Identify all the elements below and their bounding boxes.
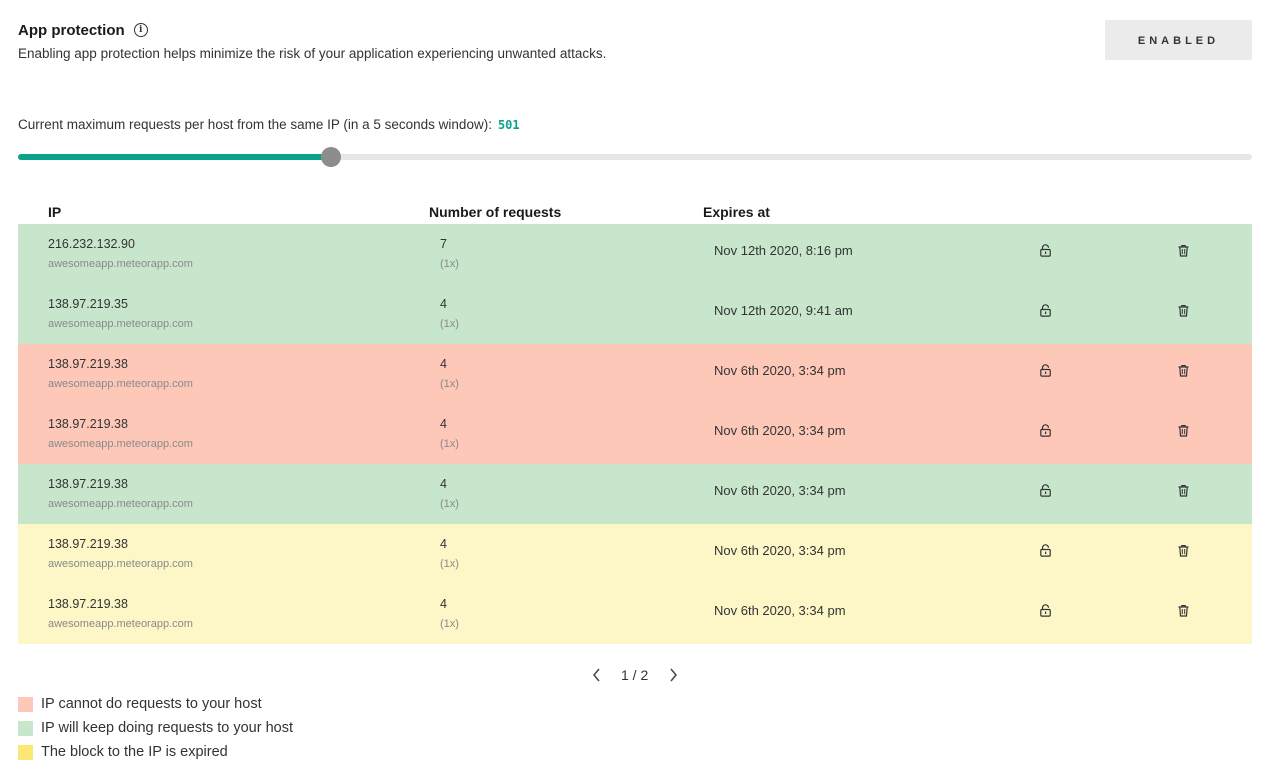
request-multiplier: (1x) bbox=[440, 618, 459, 630]
request-multiplier: (1x) bbox=[440, 558, 459, 570]
request-count: 4 bbox=[440, 537, 447, 551]
expires-at: Nov 6th 2020, 3:34 pm bbox=[714, 423, 846, 438]
pagination: 1 / 2 bbox=[0, 664, 1262, 688]
table-row: 138.97.219.35 awesomeapp.meteorapp.com 4 (1… bbox=[18, 284, 1252, 344]
trash-icon[interactable] bbox=[1174, 301, 1192, 319]
column-header-expires: Expires at bbox=[703, 204, 770, 220]
unlock-icon[interactable] bbox=[1036, 541, 1054, 559]
max-requests-label: Current maximum requests per host from t… bbox=[18, 117, 520, 132]
page-title: App protection bbox=[18, 21, 125, 39]
legend-item-allowed: IP will keep doing requests to your host bbox=[18, 716, 293, 740]
legend-swatch bbox=[18, 720, 33, 736]
page-indicator: 1 / 2 bbox=[621, 667, 649, 683]
trash-icon[interactable] bbox=[1174, 421, 1192, 439]
column-header-requests: Number of requests bbox=[429, 204, 562, 220]
expires-at: Nov 6th 2020, 3:34 pm bbox=[714, 483, 846, 498]
table-row: 216.232.132.90 awesomeapp.meteorapp.com 7 (… bbox=[18, 224, 1252, 284]
status-legend: IP cannot do requests to your host IP wi… bbox=[18, 692, 293, 764]
request-count: 7 bbox=[440, 237, 447, 251]
trash-icon[interactable] bbox=[1174, 541, 1192, 559]
request-multiplier: (1x) bbox=[440, 378, 459, 390]
app-protection-header: App protection i Enabling app protection… bbox=[18, 20, 1252, 70]
ip-address: 138.97.219.38 bbox=[48, 537, 128, 551]
table-body: 216.232.132.90 awesomeapp.meteorapp.com 7 (… bbox=[18, 224, 1252, 644]
request-count: 4 bbox=[440, 477, 447, 491]
column-header-ip: IP bbox=[48, 204, 62, 220]
ip-address: 138.97.219.38 bbox=[48, 597, 128, 611]
request-count: 4 bbox=[440, 357, 447, 371]
legend-item-blocked: IP cannot do requests to your host bbox=[18, 692, 293, 716]
host-name: awesomeapp.meteorapp.com bbox=[48, 318, 193, 330]
ip-address: 216.232.132.90 bbox=[48, 237, 135, 251]
title-row: App protection i bbox=[18, 20, 1252, 40]
legend-label: The block to the IP is expired bbox=[41, 744, 228, 760]
request-multiplier: (1x) bbox=[440, 318, 459, 330]
trash-icon[interactable] bbox=[1174, 241, 1192, 259]
request-count: 4 bbox=[440, 417, 447, 431]
host-name: awesomeapp.meteorapp.com bbox=[48, 618, 193, 630]
trash-icon[interactable] bbox=[1174, 361, 1192, 379]
table-row: 138.97.219.38 awesomeapp.meteorapp.com 4 (1… bbox=[18, 524, 1252, 584]
host-name: awesomeapp.meteorapp.com bbox=[48, 558, 193, 570]
ip-address: 138.97.219.38 bbox=[48, 357, 128, 371]
legend-swatch bbox=[18, 696, 33, 712]
table-row: 138.97.219.38 awesomeapp.meteorapp.com 4 (1… bbox=[18, 404, 1252, 464]
max-requests-value: 501 bbox=[497, 118, 520, 132]
trash-icon[interactable] bbox=[1174, 481, 1192, 499]
legend-item-expired: The block to the IP is expired bbox=[18, 740, 293, 764]
trash-icon[interactable] bbox=[1174, 601, 1192, 619]
requests-slider-track[interactable] bbox=[18, 147, 1252, 167]
unlock-icon[interactable] bbox=[1036, 421, 1054, 439]
legend-swatch bbox=[18, 744, 33, 760]
request-multiplier: (1x) bbox=[440, 258, 459, 270]
ip-address: 138.97.219.38 bbox=[48, 417, 128, 431]
expires-at: Nov 6th 2020, 3:34 pm bbox=[714, 363, 846, 378]
max-requests-text: Current maximum requests per host from t… bbox=[18, 117, 492, 132]
legend-label: IP will keep doing requests to your host bbox=[41, 720, 294, 736]
table-row: 138.97.219.38 awesomeapp.meteorapp.com 4 (1… bbox=[18, 464, 1252, 524]
unlock-icon[interactable] bbox=[1036, 241, 1054, 259]
request-count: 4 bbox=[440, 297, 447, 311]
expires-at: Nov 12th 2020, 9:41 am bbox=[714, 303, 853, 318]
table-row: 138.97.219.38 awesomeapp.meteorapp.com 4 (1… bbox=[18, 344, 1252, 404]
chevron-left-icon[interactable] bbox=[589, 666, 605, 684]
host-name: awesomeapp.meteorapp.com bbox=[48, 438, 193, 450]
chevron-right-icon[interactable] bbox=[665, 666, 681, 684]
host-name: awesomeapp.meteorapp.com bbox=[48, 498, 193, 510]
expires-at: Nov 12th 2020, 8:16 pm bbox=[714, 243, 853, 258]
info-icon[interactable]: i bbox=[133, 23, 148, 37]
ip-address: 138.97.219.38 bbox=[48, 477, 128, 491]
requests-slider-fill bbox=[18, 154, 332, 160]
expires-at: Nov 6th 2020, 3:34 pm bbox=[714, 603, 846, 618]
ip-table: IP Number of requests Expires at 216.232… bbox=[18, 200, 1252, 644]
request-multiplier: (1x) bbox=[440, 438, 459, 450]
unlock-icon[interactable] bbox=[1036, 361, 1054, 379]
requests-slider-handle[interactable] bbox=[321, 147, 342, 167]
ip-address: 138.97.219.35 bbox=[48, 297, 128, 311]
legend-label: IP cannot do requests to your host bbox=[41, 696, 262, 712]
host-name: awesomeapp.meteorapp.com bbox=[48, 378, 193, 390]
request-multiplier: (1x) bbox=[440, 498, 459, 510]
unlock-icon[interactable] bbox=[1036, 301, 1054, 319]
expires-at: Nov 6th 2020, 3:34 pm bbox=[714, 543, 846, 558]
table-header: IP Number of requests Expires at bbox=[18, 200, 1252, 224]
page-subtitle: Enabling app protection helps minimize t… bbox=[18, 46, 607, 61]
request-count: 4 bbox=[440, 597, 447, 611]
enabled-toggle-button[interactable]: ENABLED bbox=[1105, 20, 1252, 60]
host-name: awesomeapp.meteorapp.com bbox=[48, 258, 193, 270]
table-row: 138.97.219.38 awesomeapp.meteorapp.com 4 (1… bbox=[18, 584, 1252, 644]
unlock-icon[interactable] bbox=[1036, 601, 1054, 619]
unlock-icon[interactable] bbox=[1036, 481, 1054, 499]
